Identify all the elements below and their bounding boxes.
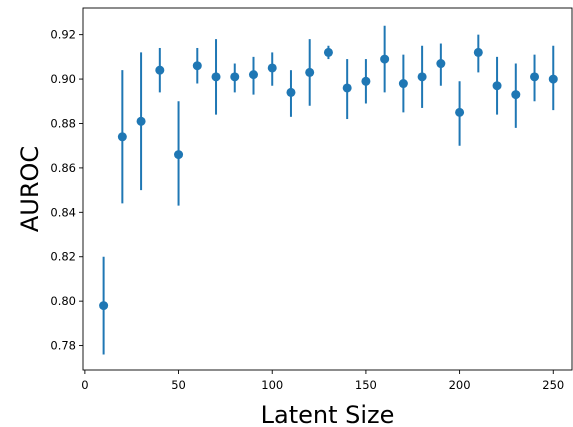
- data-point: [473, 47, 483, 57]
- plot-frame: [82, 7, 573, 371]
- data-point: [248, 70, 258, 80]
- data-point: [530, 72, 540, 82]
- marks-layer: [99, 25, 558, 355]
- data-point: [436, 59, 446, 69]
- data-point: [174, 150, 184, 160]
- data-point: [117, 132, 127, 142]
- x-axis-ticks: 0 50 100 150 200 250: [81, 370, 564, 392]
- data-point: [361, 76, 371, 86]
- x-tick-label: 200: [449, 378, 471, 392]
- x-tick-label: 100: [261, 378, 283, 392]
- data-point: [230, 72, 240, 82]
- y-tick-label: 0.78: [50, 339, 76, 353]
- x-tick-label: 50: [171, 378, 186, 392]
- x-tick-label: 150: [355, 378, 377, 392]
- data-point: [286, 87, 296, 97]
- y-tick-label: 0.86: [50, 161, 76, 175]
- data-point: [380, 54, 390, 64]
- x-tick-label: 250: [542, 378, 564, 392]
- y-axis-title: AUROC: [16, 146, 44, 232]
- y-tick-label: 0.82: [50, 250, 76, 264]
- data-point: [155, 65, 165, 75]
- data-point: [548, 74, 558, 84]
- x-axis-title: Latent Size: [261, 401, 395, 427]
- data-point: [417, 72, 427, 82]
- data-point: [455, 107, 465, 117]
- data-point: [511, 90, 521, 100]
- y-tick-label: 0.88: [50, 116, 76, 130]
- y-tick-label: 0.84: [50, 205, 76, 219]
- data-point: [342, 83, 352, 93]
- data-point: [305, 67, 315, 77]
- data-point: [192, 61, 202, 71]
- y-tick-label: 0.92: [50, 28, 76, 42]
- y-axis-ticks: 0.78 0.80 0.82 0.84 0.86 0.88 0.90 0.92: [50, 28, 83, 353]
- data-point: [323, 47, 333, 57]
- data-point: [136, 116, 146, 126]
- y-tick-label: 0.90: [50, 72, 76, 86]
- y-tick-label: 0.80: [50, 294, 76, 308]
- x-tick-label: 0: [81, 378, 88, 392]
- data-point: [99, 301, 109, 311]
- data-point: [267, 63, 277, 73]
- data-point: [211, 72, 221, 82]
- data-point: [492, 81, 502, 91]
- data-point: [398, 79, 408, 89]
